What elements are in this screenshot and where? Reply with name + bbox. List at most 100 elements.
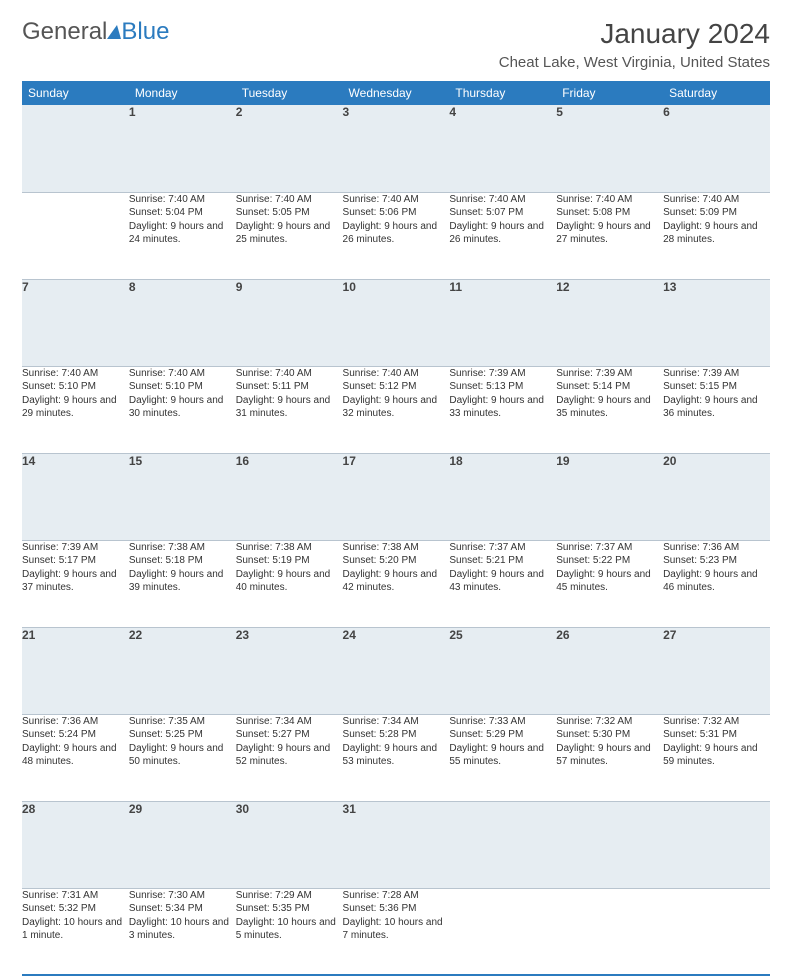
day-detail-cell: Sunrise: 7:38 AMSunset: 5:18 PMDaylight:…: [129, 540, 236, 627]
sunset-text: Sunset: 5:35 PM: [236, 902, 343, 916]
daylight-text: Daylight: 9 hours and 32 minutes.: [343, 394, 450, 421]
daylight-text: Daylight: 9 hours and 42 minutes.: [343, 568, 450, 595]
sunset-text: Sunset: 5:36 PM: [343, 902, 450, 916]
daylight-text: Daylight: 9 hours and 55 minutes.: [449, 742, 556, 769]
sunrise-text: Sunrise: 7:36 AM: [22, 715, 129, 729]
sunset-text: Sunset: 5:10 PM: [129, 380, 236, 394]
day-number-cell: 25: [449, 627, 556, 714]
sunset-text: Sunset: 5:05 PM: [236, 206, 343, 220]
sunrise-text: Sunrise: 7:40 AM: [663, 193, 770, 207]
day-detail-cell: Sunrise: 7:36 AMSunset: 5:23 PMDaylight:…: [663, 540, 770, 627]
weekday-header: Thursday: [449, 81, 556, 105]
sunset-text: Sunset: 5:07 PM: [449, 206, 556, 220]
day-detail-row: Sunrise: 7:36 AMSunset: 5:24 PMDaylight:…: [22, 714, 770, 801]
daylight-text: Daylight: 9 hours and 57 minutes.: [556, 742, 663, 769]
weekday-header: Saturday: [663, 81, 770, 105]
day-number-cell: 11: [449, 279, 556, 366]
daylight-text: Daylight: 9 hours and 48 minutes.: [22, 742, 129, 769]
sunset-text: Sunset: 5:09 PM: [663, 206, 770, 220]
day-number-cell: 30: [236, 801, 343, 888]
daylight-text: Daylight: 10 hours and 3 minutes.: [129, 916, 236, 943]
day-detail-cell: Sunrise: 7:34 AMSunset: 5:27 PMDaylight:…: [236, 714, 343, 801]
day-number-cell: 9: [236, 279, 343, 366]
daylight-text: Daylight: 9 hours and 26 minutes.: [449, 220, 556, 247]
day-number-cell: [556, 801, 663, 888]
daylight-text: Daylight: 9 hours and 30 minutes.: [129, 394, 236, 421]
sunrise-text: Sunrise: 7:40 AM: [236, 367, 343, 381]
daylight-text: Daylight: 9 hours and 24 minutes.: [129, 220, 236, 247]
daylight-text: Daylight: 9 hours and 33 minutes.: [449, 394, 556, 421]
daylight-text: Daylight: 9 hours and 50 minutes.: [129, 742, 236, 769]
day-number-cell: 13: [663, 279, 770, 366]
daylight-text: Daylight: 9 hours and 27 minutes.: [556, 220, 663, 247]
sunset-text: Sunset: 5:04 PM: [129, 206, 236, 220]
logo-triangle-icon: [107, 25, 121, 39]
sunrise-text: Sunrise: 7:37 AM: [449, 541, 556, 555]
sunset-text: Sunset: 5:25 PM: [129, 728, 236, 742]
sunrise-text: Sunrise: 7:39 AM: [556, 367, 663, 381]
daylight-text: Daylight: 9 hours and 45 minutes.: [556, 568, 663, 595]
logo-text-2: Blue: [121, 18, 169, 46]
sunset-text: Sunset: 5:17 PM: [22, 554, 129, 568]
sunset-text: Sunset: 5:31 PM: [663, 728, 770, 742]
sunset-text: Sunset: 5:06 PM: [343, 206, 450, 220]
day-detail-cell: [449, 888, 556, 975]
header: General Blue January 2024 Cheat Lake, We…: [22, 18, 770, 71]
day-number-cell: 5: [556, 105, 663, 192]
month-title: January 2024: [499, 18, 770, 50]
sunset-text: Sunset: 5:23 PM: [663, 554, 770, 568]
sunrise-text: Sunrise: 7:36 AM: [663, 541, 770, 555]
day-number-cell: 27: [663, 627, 770, 714]
sunset-text: Sunset: 5:14 PM: [556, 380, 663, 394]
sunrise-text: Sunrise: 7:29 AM: [236, 889, 343, 903]
daylight-text: Daylight: 9 hours and 28 minutes.: [663, 220, 770, 247]
day-detail-cell: Sunrise: 7:34 AMSunset: 5:28 PMDaylight:…: [343, 714, 450, 801]
sunrise-text: Sunrise: 7:38 AM: [343, 541, 450, 555]
daylight-text: Daylight: 9 hours and 29 minutes.: [22, 394, 129, 421]
day-detail-cell: Sunrise: 7:39 AMSunset: 5:17 PMDaylight:…: [22, 540, 129, 627]
location: Cheat Lake, West Virginia, United States: [499, 54, 770, 71]
day-number-cell: 4: [449, 105, 556, 192]
sunrise-text: Sunrise: 7:32 AM: [663, 715, 770, 729]
day-detail-cell: Sunrise: 7:32 AMSunset: 5:30 PMDaylight:…: [556, 714, 663, 801]
sunset-text: Sunset: 5:13 PM: [449, 380, 556, 394]
daylight-text: Daylight: 9 hours and 40 minutes.: [236, 568, 343, 595]
sunrise-text: Sunrise: 7:33 AM: [449, 715, 556, 729]
sunrise-text: Sunrise: 7:38 AM: [129, 541, 236, 555]
day-detail-cell: [22, 192, 129, 279]
weekday-header: Friday: [556, 81, 663, 105]
day-number-cell: 29: [129, 801, 236, 888]
day-number-row: 123456: [22, 105, 770, 192]
day-number-cell: 28: [22, 801, 129, 888]
sunrise-text: Sunrise: 7:40 AM: [129, 193, 236, 207]
day-number-cell: 26: [556, 627, 663, 714]
day-number-cell: 8: [129, 279, 236, 366]
daylight-text: Daylight: 9 hours and 39 minutes.: [129, 568, 236, 595]
daylight-text: Daylight: 9 hours and 43 minutes.: [449, 568, 556, 595]
sunset-text: Sunset: 5:19 PM: [236, 554, 343, 568]
weekday-header: Wednesday: [343, 81, 450, 105]
day-number-cell: 19: [556, 453, 663, 540]
sunset-text: Sunset: 5:32 PM: [22, 902, 129, 916]
sunset-text: Sunset: 5:10 PM: [22, 380, 129, 394]
day-detail-cell: Sunrise: 7:39 AMSunset: 5:13 PMDaylight:…: [449, 366, 556, 453]
day-number-cell: 6: [663, 105, 770, 192]
day-number-row: 28293031: [22, 801, 770, 888]
day-detail-cell: Sunrise: 7:30 AMSunset: 5:34 PMDaylight:…: [129, 888, 236, 975]
logo: General Blue: [22, 18, 169, 46]
day-detail-cell: Sunrise: 7:29 AMSunset: 5:35 PMDaylight:…: [236, 888, 343, 975]
day-detail-cell: Sunrise: 7:39 AMSunset: 5:15 PMDaylight:…: [663, 366, 770, 453]
logo-text-1: General: [22, 18, 107, 46]
weekday-header-row: Sunday Monday Tuesday Wednesday Thursday…: [22, 81, 770, 105]
day-detail-row: Sunrise: 7:40 AMSunset: 5:10 PMDaylight:…: [22, 366, 770, 453]
daylight-text: Daylight: 9 hours and 37 minutes.: [22, 568, 129, 595]
sunset-text: Sunset: 5:22 PM: [556, 554, 663, 568]
day-number-cell: [663, 801, 770, 888]
sunrise-text: Sunrise: 7:40 AM: [449, 193, 556, 207]
day-detail-cell: [663, 888, 770, 975]
day-detail-cell: Sunrise: 7:39 AMSunset: 5:14 PMDaylight:…: [556, 366, 663, 453]
day-number-row: 14151617181920: [22, 453, 770, 540]
day-number-cell: 1: [129, 105, 236, 192]
weekday-header: Tuesday: [236, 81, 343, 105]
sunrise-text: Sunrise: 7:40 AM: [22, 367, 129, 381]
